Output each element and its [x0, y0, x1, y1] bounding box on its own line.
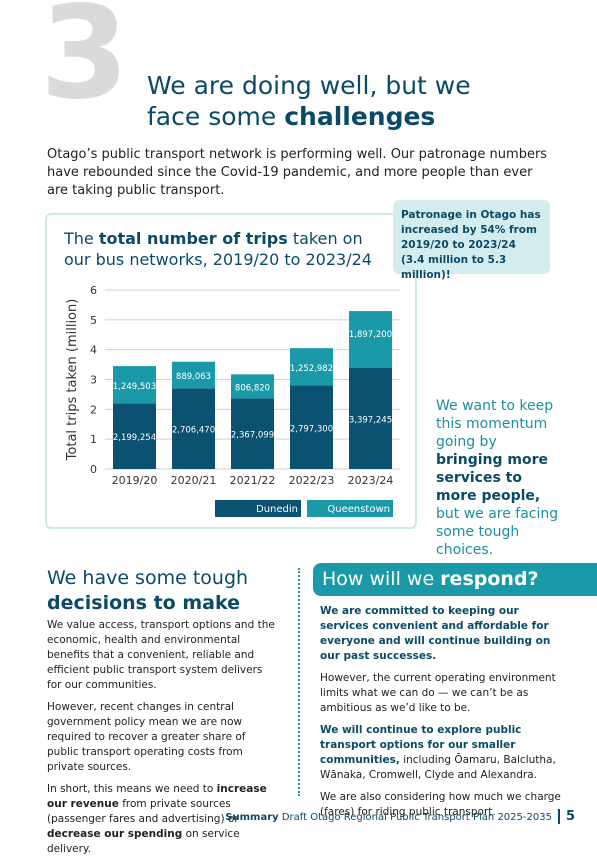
- y-tick-label: 2: [90, 403, 97, 416]
- y-tick-label: 5: [90, 314, 97, 327]
- bold-text: decisions to make: [47, 592, 240, 614]
- bold-text: decrease our spending: [47, 828, 183, 840]
- x-tick-label: 2021/22: [230, 474, 276, 487]
- data-label: 2,706,470: [172, 426, 215, 436]
- paragraph: We are also considering how much we char…: [320, 790, 570, 820]
- chart-title: The total number of trips taken on our b…: [64, 228, 384, 270]
- y-axis-label: Total trips taken (million): [65, 299, 80, 462]
- bar-segment: [349, 367, 392, 469]
- bold-text: Summary: [225, 812, 279, 823]
- paragraph: In short, this means we need to increase…: [47, 782, 279, 857]
- section-number: 3: [40, 0, 130, 128]
- paragraph: However, recent changes in central gover…: [47, 700, 279, 775]
- intro: Otago’s public transport network is perf…: [47, 147, 548, 198]
- legend-swatch: [307, 500, 393, 517]
- y-tick-label: 6: [90, 284, 97, 297]
- left-body: We value access, transport options and t…: [47, 618, 279, 864]
- bar-segment: [113, 366, 156, 404]
- text: We have some tough: [47, 567, 249, 589]
- bar-segment: [231, 398, 274, 469]
- chart: 0 1 2 3 4 5 6 Total trips taken (million) 2019/2…: [65, 284, 400, 517]
- text: Draft Otago Regional Public Transport Pl…: [278, 812, 498, 823]
- x-tick-label: 2020/21: [171, 474, 217, 487]
- paragraph: We value access, transport options and t…: [47, 618, 279, 693]
- paragraph: We are committed to keeping our services…: [320, 604, 570, 664]
- bold-text: total number of trips: [98, 229, 288, 248]
- text: We value access, transport options and t…: [47, 619, 275, 691]
- text: The: [64, 229, 99, 248]
- y-tick-label: 3: [90, 374, 97, 387]
- heading-banner: [313, 563, 597, 596]
- bold-text: We will continue to explore public trans…: [320, 724, 522, 766]
- text: We want to keep this momentum going by: [436, 398, 554, 450]
- bar-segment: [290, 385, 333, 469]
- left-heading: We have some tough decisions to make: [47, 566, 277, 616]
- x-tick-label: 2022/23: [289, 474, 335, 487]
- text: However, the current operating environme…: [320, 672, 556, 714]
- y-tick-label: 1: [90, 433, 97, 446]
- data-label: 2,199,254: [113, 433, 156, 443]
- bold-text: bringing more services to more people,: [436, 452, 548, 504]
- bold-text: respond?: [440, 568, 539, 590]
- text: We are doing well, but we face some: [147, 71, 471, 131]
- bold-text: We are committed to keeping our services…: [320, 605, 551, 662]
- text: How will we: [322, 568, 441, 590]
- data-label: 1,252,982: [290, 364, 333, 374]
- x-tick-label: 2023/24: [348, 474, 394, 487]
- bar-segment: [172, 388, 215, 469]
- data-label: 889,063: [176, 372, 211, 382]
- text: taken on our bus networks, 2019/20 to 20…: [64, 229, 372, 269]
- side-note: We want to keep this momentum going by b…: [436, 397, 560, 559]
- paragraph: We will continue to explore public trans…: [320, 723, 570, 783]
- text: However, recent changes in central gover…: [47, 701, 246, 773]
- bar-segment: [113, 403, 156, 469]
- right-body: We are committed to keeping our services…: [320, 604, 570, 827]
- paragraph: However, the current operating environme…: [320, 671, 570, 716]
- callout: Patronage in Otago has increased by 54% …: [393, 200, 550, 281]
- legend-swatch: [215, 500, 301, 517]
- text: We are also considering how much we char…: [320, 791, 561, 818]
- data-label: 3,397,245: [349, 415, 392, 425]
- bar-segment: [349, 311, 392, 368]
- bar-segment: [172, 361, 215, 389]
- bold-text: challenges: [284, 102, 436, 131]
- text: 2025-2035: [497, 812, 552, 823]
- data-label: 806,820: [235, 383, 270, 393]
- footer-text: Summary Draft Otago Regional Public Tran…: [225, 812, 552, 823]
- y-tick-label: 0: [90, 463, 97, 476]
- x-tick-label: 2019/20: [112, 474, 158, 487]
- text: In short, this means we need to: [47, 783, 217, 795]
- legend-label: Queenstown: [327, 504, 390, 515]
- data-label: 1,897,200: [349, 330, 392, 340]
- data-label: 2,367,099: [231, 431, 274, 441]
- text: but we are facing some tough choices.: [436, 506, 559, 558]
- data-label: 2,797,300: [290, 424, 333, 434]
- data-label: 1,249,503: [113, 382, 156, 392]
- divider: [298, 568, 300, 796]
- y-tick-label: 4: [90, 344, 97, 357]
- text: including Ōamaru, Balclutha, Wānaka, Cro…: [320, 754, 556, 781]
- chart-box: [45, 213, 417, 529]
- bar-segment: [231, 374, 274, 399]
- footer: Summary Draft Otago Regional Public Tran…: [225, 809, 575, 824]
- page-number: 5: [557, 809, 575, 824]
- heading: We are doing well, but we face some chal…: [147, 70, 487, 132]
- text: from private sources (passenger fares an…: [47, 798, 239, 825]
- page: 3 We are doing well, but we face some ch…: [40, 0, 597, 855]
- bar-segment: [290, 348, 333, 386]
- legend-label: Dunedin: [256, 504, 298, 515]
- bold-text: increase our revenue: [47, 783, 267, 810]
- right-heading: How will we respond?: [322, 566, 539, 593]
